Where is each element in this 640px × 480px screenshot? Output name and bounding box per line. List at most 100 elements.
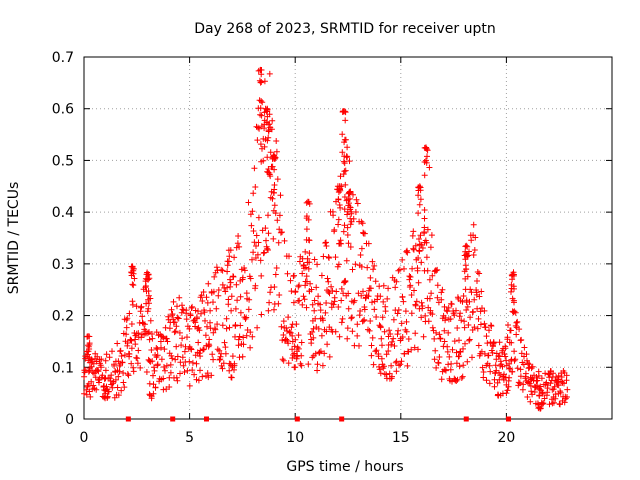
- data-point: [95, 368, 102, 375]
- zero-marker: [294, 416, 300, 422]
- data-point: [243, 290, 250, 297]
- data-point: [342, 136, 349, 143]
- data-point: [86, 346, 93, 352]
- data-point: [314, 361, 321, 368]
- data-point: [246, 296, 253, 303]
- data-point: [470, 252, 477, 258]
- data-point: [255, 214, 262, 221]
- data-point: [239, 353, 246, 360]
- data-point: [408, 310, 415, 317]
- data-point: [313, 284, 320, 291]
- data-point: [214, 321, 221, 328]
- data-point: [419, 303, 426, 309]
- data-point: [305, 361, 312, 368]
- data-point: [188, 305, 195, 311]
- data-point: [417, 232, 424, 239]
- data-point: [551, 383, 558, 390]
- data-point: [213, 305, 220, 312]
- data-point: [160, 375, 167, 382]
- data-point: [265, 307, 272, 314]
- data-point: [326, 353, 333, 360]
- data-point: [261, 143, 268, 150]
- data-point: [171, 319, 178, 326]
- data-point: [483, 333, 490, 340]
- data-point: [412, 302, 419, 309]
- data-point: [519, 386, 526, 393]
- data-point: [243, 314, 250, 321]
- data-point: [257, 79, 264, 86]
- data-point: [429, 272, 436, 279]
- data-point: [303, 213, 310, 220]
- data-point: [254, 137, 261, 144]
- data-point: [322, 309, 329, 316]
- data-point: [448, 301, 455, 308]
- data-point: [269, 163, 276, 170]
- data-point: [121, 384, 128, 391]
- data-point: [147, 317, 154, 324]
- data-point: [461, 318, 468, 325]
- data-point: [292, 336, 299, 343]
- data-point: [162, 324, 169, 331]
- data-point: [134, 360, 141, 367]
- data-point: [98, 356, 105, 363]
- data-point: [484, 340, 491, 347]
- data-point: [492, 362, 499, 369]
- zero-marker: [463, 416, 469, 422]
- data-point: [139, 313, 146, 320]
- data-point: [419, 245, 426, 251]
- data-point: [525, 360, 531, 367]
- axis-ticks: 0 0.1 0.2 0.3 0.4 0.5 0.6 0.7 0 5 10 15 20: [52, 50, 612, 446]
- data-point: [274, 176, 281, 183]
- data-point: [483, 377, 490, 384]
- data-point: [395, 327, 402, 334]
- data-point: [424, 153, 430, 160]
- data-point: [321, 350, 328, 357]
- data-point: [167, 369, 174, 376]
- data-point: [444, 343, 451, 350]
- data-point: [302, 264, 309, 271]
- data-point: [403, 248, 410, 255]
- data-point: [424, 226, 431, 233]
- data-point: [416, 236, 422, 242]
- data-point: [178, 342, 185, 349]
- data-point: [457, 349, 464, 355]
- data-point: [432, 347, 439, 354]
- data-point: [137, 308, 144, 315]
- data-point: [340, 228, 347, 235]
- y-tick-label: 0.7: [52, 50, 74, 66]
- data-point: [375, 351, 382, 357]
- data-point: [357, 308, 364, 314]
- data-point: [173, 323, 180, 330]
- data-point: [179, 354, 186, 361]
- data-point: [115, 373, 122, 380]
- data-point: [474, 325, 481, 332]
- data-point: [367, 285, 374, 292]
- data-point: [456, 363, 463, 370]
- data-point: [357, 252, 364, 258]
- data-point: [311, 307, 318, 314]
- data-point: [263, 108, 270, 115]
- data-point: [511, 348, 518, 355]
- data-point: [298, 362, 305, 369]
- data-point: [373, 347, 380, 354]
- data-point: [210, 356, 217, 363]
- data-point: [508, 288, 514, 295]
- data-point: [475, 342, 482, 349]
- data-point: [456, 353, 463, 360]
- data-point: [336, 333, 343, 340]
- x-axis-label: GPS time / hours: [286, 459, 403, 475]
- data-point: [169, 355, 176, 362]
- data-point: [87, 393, 94, 400]
- data-point: [381, 328, 388, 335]
- data-point: [433, 329, 440, 336]
- data-point: [317, 307, 324, 314]
- data-point: [335, 196, 342, 203]
- data-point: [253, 243, 259, 249]
- data-point: [224, 284, 231, 291]
- data-point: [159, 333, 166, 340]
- data-point: [240, 334, 247, 341]
- data-point: [448, 360, 455, 367]
- data-point: [340, 108, 347, 115]
- data-point: [368, 352, 375, 359]
- data-point: [163, 335, 170, 342]
